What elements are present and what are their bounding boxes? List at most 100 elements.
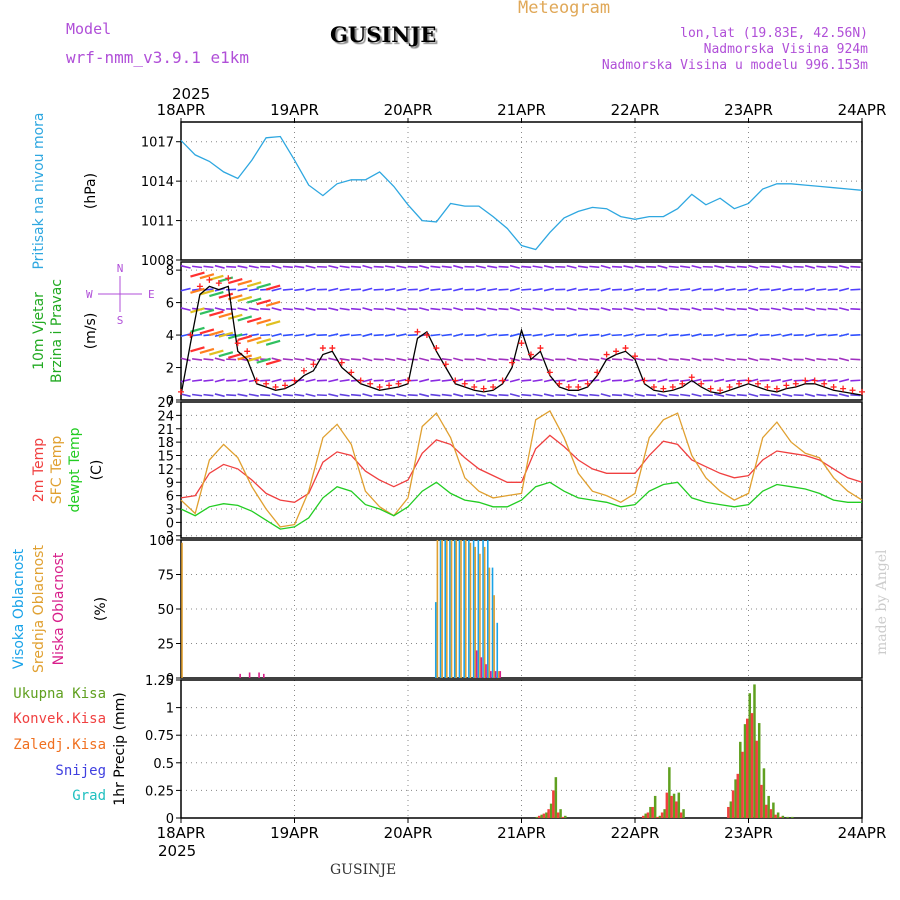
wind-barb <box>192 393 203 397</box>
wind-barb <box>248 307 259 311</box>
ytick-label: 21 <box>157 423 174 438</box>
conv-precip-bar <box>679 812 683 818</box>
wind-barb <box>725 307 736 311</box>
wind-barb <box>702 265 713 268</box>
wind-barb <box>430 288 441 291</box>
low-cloud-bar <box>248 672 251 678</box>
coords-text: lon,lat (19.83E, 42.56N) <box>680 26 868 41</box>
wind-gust-marker <box>849 387 856 394</box>
wind-barb <box>838 333 850 338</box>
wind-gust-marker <box>556 380 563 387</box>
wind-barb <box>691 307 702 312</box>
conv-precip-bar <box>665 792 669 818</box>
wind-barb <box>498 288 509 291</box>
wind-barb <box>850 265 861 268</box>
ytick-label: 4 <box>166 329 174 344</box>
low-cloud-bar <box>499 671 502 678</box>
wind-gust-marker <box>253 377 260 384</box>
ytick-label: 6 <box>166 490 174 505</box>
conv-precip-bar <box>750 713 754 818</box>
wind-barb <box>328 393 339 398</box>
wind-gust-marker <box>206 276 213 283</box>
wind-gust-marker <box>480 385 487 392</box>
wind-gust-marker <box>650 384 657 391</box>
ytick-label: 0 <box>166 672 174 687</box>
wind-gust-marker <box>461 380 468 387</box>
wind-barb <box>521 358 532 361</box>
wind-barb <box>180 333 191 337</box>
mid-cloud-bar <box>460 540 462 678</box>
wind-barb <box>623 357 634 362</box>
xtick-label-bottom: 24APR <box>838 824 887 842</box>
wind-barb <box>657 287 668 292</box>
wind-gust-marker <box>244 348 251 355</box>
wind-gust-marker <box>707 385 714 392</box>
wind-barb <box>475 287 486 292</box>
wind-barb <box>260 394 271 397</box>
high-cloud-bar <box>453 540 456 678</box>
wind-barb <box>294 333 305 337</box>
conv-precip-bar <box>561 816 565 818</box>
wind-barb <box>816 288 827 291</box>
wind-barb <box>509 378 520 383</box>
wind-barb <box>600 378 611 383</box>
ytick-label: 27 <box>157 396 174 411</box>
total-precip-bar <box>743 724 747 818</box>
ytick-label: 8 <box>166 264 174 279</box>
wind-barb <box>577 307 589 311</box>
wind-gust-marker <box>546 369 553 376</box>
wind-barb <box>793 379 804 382</box>
wind-barb <box>226 288 237 291</box>
total-precip-bar <box>762 768 766 818</box>
wind-barb <box>646 394 657 397</box>
wind-barb <box>555 358 566 361</box>
wind-barb <box>407 333 418 337</box>
wind-barb <box>850 379 861 382</box>
wind-barb <box>453 287 464 292</box>
wind-barb <box>827 333 838 337</box>
total-precip-bar <box>786 816 789 818</box>
mid-cloud-bar <box>483 546 486 678</box>
wind-barb <box>316 379 327 382</box>
wind-barb <box>487 287 498 292</box>
wind-barb <box>600 307 611 312</box>
wind-barb <box>260 265 271 268</box>
compass-south: S <box>117 314 124 327</box>
wind-gust-marker <box>527 351 534 358</box>
wind-barb <box>668 265 679 269</box>
wind-barb <box>850 358 861 361</box>
wind-barb <box>714 265 725 269</box>
wind-barb <box>702 394 713 397</box>
wind-barb <box>668 307 679 311</box>
wind-barb <box>668 393 679 397</box>
wind-barb <box>736 265 747 269</box>
wind-barb <box>793 394 804 397</box>
wind-barb <box>816 333 827 337</box>
wind-gust-marker <box>773 385 780 392</box>
wind-barb <box>475 265 486 269</box>
ytick-label: 15 <box>157 450 174 465</box>
year-label-bottom: 2025 <box>158 842 196 860</box>
wind-barb <box>589 379 600 382</box>
wind-barb <box>691 333 702 337</box>
wind-barb <box>226 379 237 382</box>
wind-gust-marker <box>376 384 383 391</box>
wind-barb <box>702 379 713 382</box>
wind-barb <box>265 320 281 327</box>
wind-barb <box>419 307 430 312</box>
wind-barb <box>521 393 532 397</box>
wind-gust-marker <box>575 384 582 391</box>
conv-precip-bar <box>727 806 730 818</box>
wind-barb <box>260 333 271 337</box>
wind-barb <box>214 357 225 362</box>
xtick-label-bottom: 21APR <box>497 824 546 842</box>
wind-barb <box>543 307 554 311</box>
conv-precip-bar <box>641 815 645 818</box>
wind-gust-marker <box>688 374 695 381</box>
wind-barb <box>611 288 623 291</box>
wind-gust-marker <box>613 348 620 355</box>
year-label-top: 2025 <box>172 85 210 103</box>
wind-barb <box>248 265 259 269</box>
ytick-label: 6 <box>166 297 174 312</box>
wind-barb <box>226 265 237 268</box>
